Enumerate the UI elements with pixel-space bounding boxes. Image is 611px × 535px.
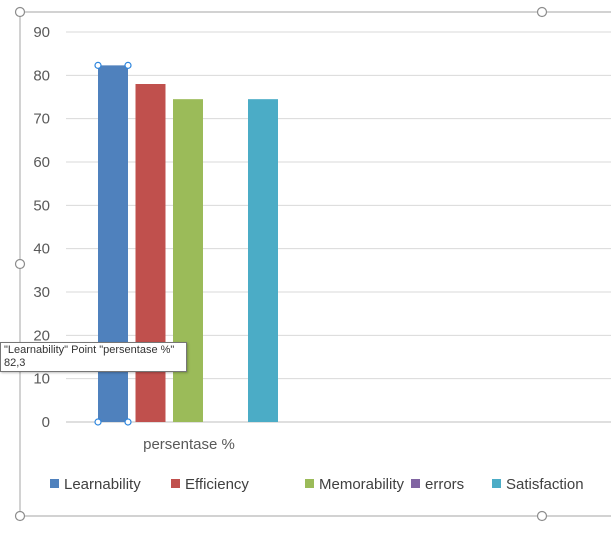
resize-handle-bottom-middle[interactable]	[536, 510, 548, 522]
y-tick-label: 50	[33, 197, 50, 214]
legend-label-memorability[interactable]: Memorability	[319, 476, 405, 493]
y-tick-label: 10	[33, 371, 50, 388]
legend-swatch-memorability[interactable]	[305, 479, 314, 488]
legend-swatch-satisfaction[interactable]	[492, 479, 501, 488]
bar-selection-handle[interactable]	[94, 418, 102, 426]
y-tick-label: 0	[42, 414, 50, 431]
tooltip-value: 82,3	[4, 357, 26, 369]
y-tick-label: 80	[33, 67, 50, 84]
y-tick-label: 20	[33, 327, 50, 344]
y-tick-label: 70	[33, 111, 50, 128]
legend-label-learnability[interactable]: Learnability	[64, 476, 141, 493]
y-tick-label: 30	[33, 284, 50, 301]
x-category-label: persentase %	[143, 436, 235, 453]
category-labels: persentase %	[143, 436, 235, 453]
bar-satisfaction[interactable]	[248, 99, 278, 423]
y-tick-label: 40	[33, 241, 50, 258]
data-point-tooltip: "Learnability" Point "persentase %" 82,3	[0, 342, 187, 372]
legend[interactable]: Learnability Efficiency Memorability errors…	[50, 476, 584, 493]
y-axis-ticks: 0 10 20 30 40 50 60 70 80 90	[33, 24, 50, 431]
bar-selection-handle[interactable]	[124, 61, 132, 69]
y-tick-label: 60	[33, 154, 50, 171]
legend-swatch-learnability[interactable]	[50, 479, 59, 488]
resize-handle-bottom-left[interactable]	[14, 510, 26, 522]
selection-handles[interactable]	[94, 61, 132, 426]
bar-selection-handle[interactable]	[94, 61, 102, 69]
resize-handle-top-middle[interactable]	[536, 6, 548, 18]
bar-memorability[interactable]	[173, 99, 203, 423]
resize-handle-middle-left[interactable]	[14, 258, 26, 270]
bar-selection-handle[interactable]	[124, 418, 132, 426]
legend-label-satisfaction[interactable]: Satisfaction	[506, 476, 584, 493]
y-tick-label: 90	[33, 24, 50, 41]
resize-handle-top-left[interactable]	[14, 6, 26, 18]
legend-swatch-efficiency[interactable]	[171, 479, 180, 488]
legend-label-errors[interactable]: errors	[425, 476, 464, 493]
legend-label-efficiency[interactable]: Efficiency	[185, 476, 249, 493]
legend-swatch-errors[interactable]	[411, 479, 420, 488]
tooltip-series-point: "Learnability" Point "persentase %"	[4, 344, 175, 356]
